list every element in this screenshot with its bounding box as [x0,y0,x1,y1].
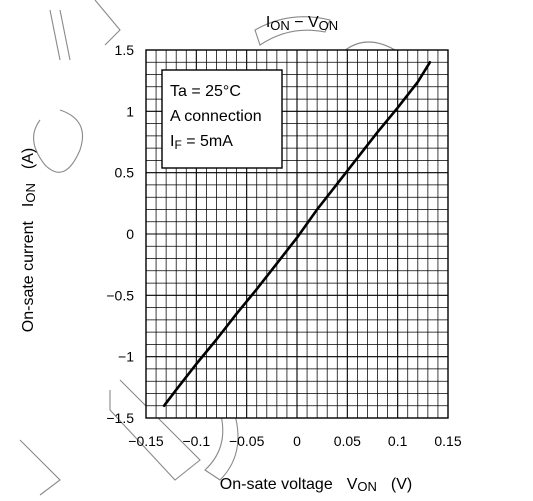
title-subscript-on-2: ON [319,18,339,33]
series-line [162,61,432,407]
x-tick-label: −0.15 [128,433,164,449]
plot-frame [145,49,449,419]
y-tick-label: −1.5 [106,410,134,426]
title-subscript-on: ON [270,18,290,33]
y-axis-label-symbol: I [20,203,37,207]
annotation-line-current: IF = 5mA [170,133,233,152]
y-tick-label: 0.5 [115,165,135,181]
y-axis-label-subscript: ON [23,183,38,203]
title-symbol-v: V [308,14,319,31]
x-axis-label-subscript: ON [357,479,377,494]
x-axis-label: On-sate voltage VON (V) [220,476,412,494]
x-axis-ticks: −0.15 −0.1 −0.05 0 0.05 0.1 0.15 [128,433,462,449]
title-symbol-i: I [266,14,270,31]
x-tick-label: 0.05 [334,433,361,449]
annotation-symbol-i: I [170,133,174,150]
annotation-line-temperature: Ta = 25°C [170,83,241,100]
y-tick-label: −1 [118,349,134,365]
y-axis-label-text: On-sate current [20,221,37,333]
x-axis-label-unit: (V) [391,476,412,493]
y-tick-label: 0 [126,226,134,242]
annotation-line-connection: A connection [170,108,262,125]
y-axis-label: On-sate current ION (A) [20,148,38,332]
x-axis-label-text: On-sate voltage [220,476,333,493]
x-tick-label: −0.1 [183,433,211,449]
x-tick-label: −0.05 [229,433,265,449]
annotation-box: Ta = 25°C A connection IF = 5mA [161,69,283,169]
annotation-value: = 5mA [182,133,233,150]
y-tick-label: 1.5 [115,42,135,58]
chart-title: ION − VON [266,14,338,33]
x-tick-label: 0.15 [434,433,461,449]
annotation-subscript-f: F [174,138,181,152]
annotation-frame [161,69,283,169]
x-tick-label: 0 [293,433,301,449]
y-axis-ticks: 1.5 1 0.5 0 −0.5 −1 −1.5 [106,42,134,426]
title-separator: − [290,14,308,31]
y-axis-label-unit: (A) [20,148,37,169]
x-tick-label: 0.1 [388,433,408,449]
y-tick-label: 1 [126,103,134,119]
y-tick-label: −0.5 [106,287,134,303]
x-axis-label-symbol: V [347,476,358,493]
